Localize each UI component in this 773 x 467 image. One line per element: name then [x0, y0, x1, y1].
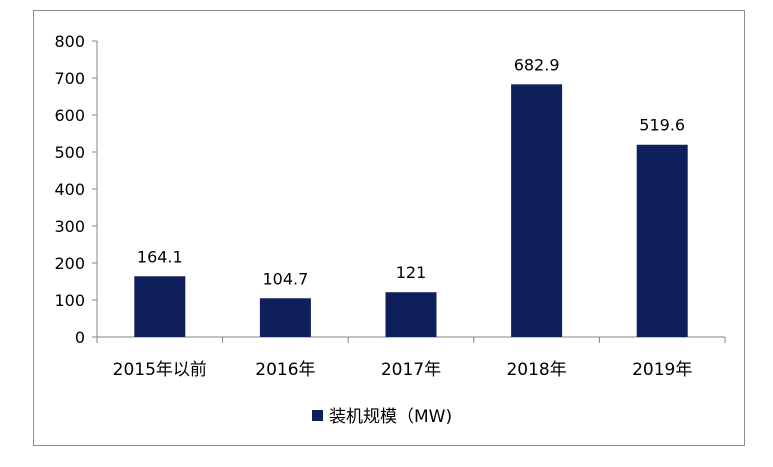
y-tick-label: 0 — [75, 328, 85, 347]
y-tick-label: 500 — [54, 143, 85, 162]
bar-2016年 — [259, 298, 311, 337]
bar-2017年 — [385, 292, 437, 337]
y-tick-label: 800 — [54, 32, 85, 51]
y-tick-label: 400 — [54, 180, 85, 199]
bar-2018年 — [511, 84, 563, 338]
data-label: 121 — [396, 263, 427, 282]
x-tick-label: 2015年以前 — [113, 360, 207, 380]
data-label: 164.1 — [137, 247, 183, 266]
x-tick-label: 2016年 — [255, 360, 315, 380]
y-tick-label: 600 — [54, 106, 85, 125]
x-tick-label: 2019年 — [632, 360, 692, 380]
y-tick-label: 100 — [54, 291, 85, 310]
legend-swatch — [312, 410, 323, 421]
data-label: 104.7 — [262, 269, 308, 288]
bar-2019年 — [636, 144, 688, 337]
y-tick-label: 700 — [54, 69, 85, 88]
y-tick-label: 300 — [54, 217, 85, 236]
data-label: 519.6 — [639, 116, 685, 135]
legend-label: 装机规模（MW) — [329, 407, 452, 427]
x-tick-label: 2017年 — [381, 360, 441, 380]
x-tick-label: 2018年 — [506, 360, 566, 380]
y-tick-label: 200 — [54, 254, 85, 273]
chart-frame — [33, 10, 745, 446]
bar-2015年以前 — [134, 276, 186, 337]
data-label: 682.9 — [514, 55, 560, 74]
